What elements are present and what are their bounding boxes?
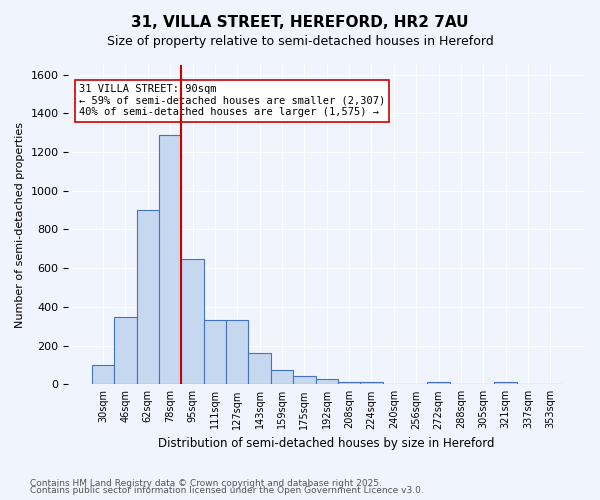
Bar	[494, 382, 517, 384]
Bar	[293, 376, 316, 384]
Bar	[226, 320, 248, 384]
Y-axis label: Number of semi-detached properties: Number of semi-detached properties	[15, 122, 25, 328]
Text: Size of property relative to semi-detached houses in Hereford: Size of property relative to semi-detach…	[107, 35, 493, 48]
Bar	[114, 316, 137, 384]
Bar	[92, 365, 114, 384]
Text: 31, VILLA STREET, HEREFORD, HR2 7AU: 31, VILLA STREET, HEREFORD, HR2 7AU	[131, 15, 469, 30]
Bar	[248, 354, 271, 384]
Bar	[159, 134, 181, 384]
Bar	[137, 210, 159, 384]
Bar	[316, 380, 338, 384]
Text: Contains public sector information licensed under the Open Government Licence v3: Contains public sector information licen…	[30, 486, 424, 495]
Text: 31 VILLA STREET: 90sqm
← 59% of semi-detached houses are smaller (2,307)
40% of : 31 VILLA STREET: 90sqm ← 59% of semi-det…	[79, 84, 385, 117]
Bar	[427, 382, 450, 384]
X-axis label: Distribution of semi-detached houses by size in Hereford: Distribution of semi-detached houses by …	[158, 437, 495, 450]
Bar	[204, 320, 226, 384]
Bar	[181, 258, 204, 384]
Bar	[338, 382, 360, 384]
Bar	[271, 370, 293, 384]
Text: Contains HM Land Registry data © Crown copyright and database right 2025.: Contains HM Land Registry data © Crown c…	[30, 478, 382, 488]
Bar	[360, 382, 383, 384]
